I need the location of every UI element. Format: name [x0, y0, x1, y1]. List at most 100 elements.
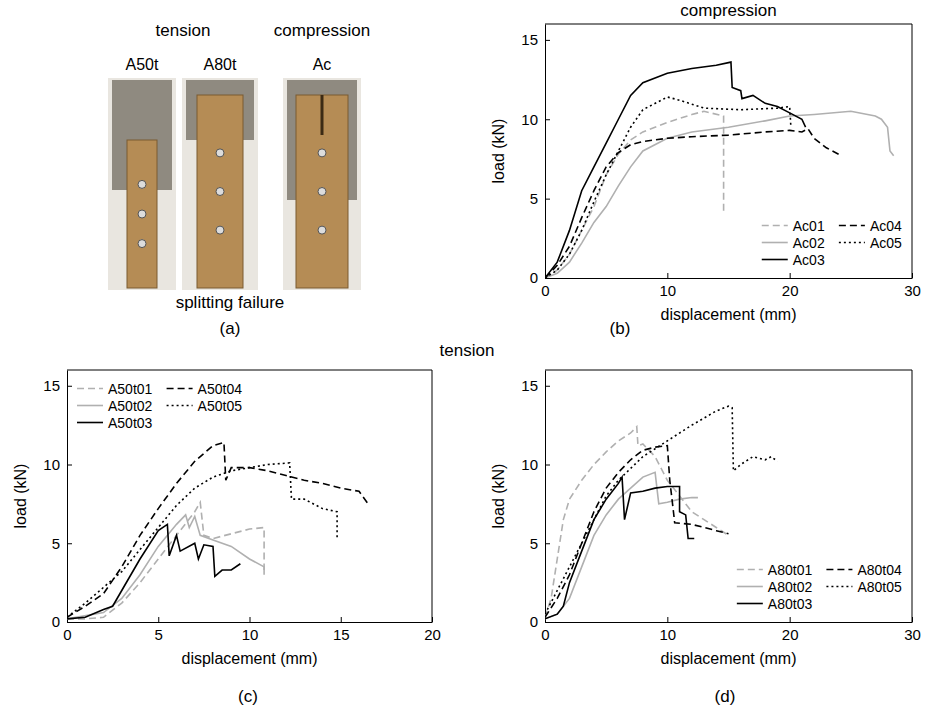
chart-panel: 05101520051015displacement (mm)load (kN)… — [12, 370, 441, 706]
y-tick: 15 — [521, 377, 550, 394]
x-tick-mark — [250, 617, 251, 622]
panel-label: (a) — [220, 319, 241, 338]
x-tick-mark — [341, 617, 342, 622]
panel-label: (b) — [610, 319, 631, 338]
y-axis-line — [67, 371, 68, 623]
legend: A80t01A80t02A80t03A80t04A80t05 — [737, 562, 902, 612]
x-tick-mark — [667, 617, 668, 622]
chart-panel: 0102030051015displacement (mm)load (kN)c… — [490, 1, 921, 338]
bolt — [138, 180, 146, 188]
plot-frame — [545, 370, 912, 622]
legend-swatch — [737, 586, 763, 588]
y-tick-mark — [545, 622, 550, 623]
x-tick-label: 10 — [659, 282, 676, 299]
y-tick-label: 15 — [43, 377, 60, 394]
y-tick-label: 5 — [530, 190, 538, 207]
x-tick-label: 10 — [242, 626, 259, 643]
panel-label: (d) — [715, 687, 736, 706]
y-tick-label: 15 — [521, 31, 538, 48]
series-line — [545, 129, 839, 278]
legend-label: A80t03 — [768, 596, 813, 612]
bolt — [216, 226, 224, 234]
x-axis: 0102030 — [541, 273, 921, 299]
x-tick-mark — [790, 273, 791, 278]
legend-label: Ac01 — [793, 218, 825, 234]
legend-swatch — [167, 388, 193, 390]
x-tick-mark — [912, 273, 913, 278]
bolt — [318, 149, 326, 157]
series-line — [67, 524, 240, 619]
x-tick-label: 15 — [333, 626, 350, 643]
x-axis-line — [546, 278, 913, 279]
specimen-label: A80t — [204, 56, 237, 73]
x-axis-line — [68, 622, 433, 623]
photo-caption: splitting failure — [176, 293, 285, 312]
photo-background — [182, 78, 258, 290]
legend-item: A80t03 — [737, 596, 813, 612]
x-tick-mark — [667, 273, 668, 278]
y-axis-line — [545, 371, 546, 623]
legend-swatch — [826, 586, 852, 588]
x-tick-mark — [158, 617, 159, 622]
y-tick: 5 — [530, 535, 550, 552]
y-tick-label: 10 — [521, 456, 538, 473]
x-tick: 30 — [904, 273, 921, 299]
specimen-photo — [283, 78, 361, 290]
x-tick: 30 — [904, 617, 921, 643]
legend-swatch — [77, 388, 103, 390]
legend-item: A80t05 — [826, 579, 902, 595]
legend-label: A50t05 — [198, 398, 243, 414]
legend-label: Ac05 — [870, 235, 902, 251]
y-tick: 15 — [43, 377, 72, 394]
legend-item: A80t02 — [737, 579, 813, 595]
photo-heading: tension — [156, 21, 211, 40]
y-axis: 0 5 10 15 — [521, 371, 550, 631]
shared-title: tension — [440, 341, 495, 360]
y-axis: 051015 — [521, 25, 550, 287]
y-tick-mark — [67, 622, 72, 623]
plot-frame — [67, 370, 432, 622]
legend-swatch — [839, 225, 865, 227]
x-tick: 10 — [242, 617, 259, 643]
legend-label: Ac03 — [793, 252, 825, 268]
series-line — [545, 446, 729, 618]
legend: A50t01A50t02A50t03A50t04A50t05 — [77, 381, 242, 431]
series-line — [545, 477, 694, 619]
legend-swatch — [839, 242, 865, 244]
y-tick: 10 — [521, 456, 550, 473]
legend-item: A80t01 — [737, 562, 813, 578]
x-tick-mark — [912, 617, 913, 622]
y-tick: 5 — [52, 535, 72, 552]
legend-label: A80t02 — [768, 579, 813, 595]
legend-item: Ac05 — [839, 235, 902, 251]
legend-item: A50t04 — [167, 381, 243, 397]
bolt — [318, 226, 326, 234]
chart-panel: 0102030051015displacement (mm)load (kN)(… — [490, 370, 921, 706]
bolt — [318, 188, 326, 196]
x-tick-mark — [790, 617, 791, 622]
y-axis-title: load (kN) — [490, 119, 507, 184]
chart-title: compression — [680, 1, 776, 20]
photo-background — [283, 78, 361, 290]
y-tick-mark — [67, 543, 72, 544]
legend-item: Ac02 — [762, 235, 825, 251]
series-line — [545, 406, 777, 614]
panel-label: (c) — [238, 687, 258, 706]
legend-item: A50t05 — [167, 398, 243, 414]
legend-label: A50t04 — [198, 381, 243, 397]
x-tick-label: 20 — [782, 626, 799, 643]
y-tick-mark — [545, 386, 550, 387]
legend-swatch — [77, 422, 103, 424]
legend-swatch — [826, 569, 852, 571]
y-axis-line — [545, 25, 546, 279]
legend-item: Ac03 — [762, 252, 825, 268]
timber-member — [197, 95, 243, 288]
x-axis-title: displacement (mm) — [660, 650, 796, 667]
x-tick-label: 0 — [63, 626, 71, 643]
lines — [545, 406, 777, 619]
y-tick: 0 — [530, 613, 550, 630]
split-crack — [321, 95, 324, 135]
x-tick-label: 10 — [659, 626, 676, 643]
x-tick: 10 — [659, 617, 676, 643]
series-line — [67, 463, 337, 617]
